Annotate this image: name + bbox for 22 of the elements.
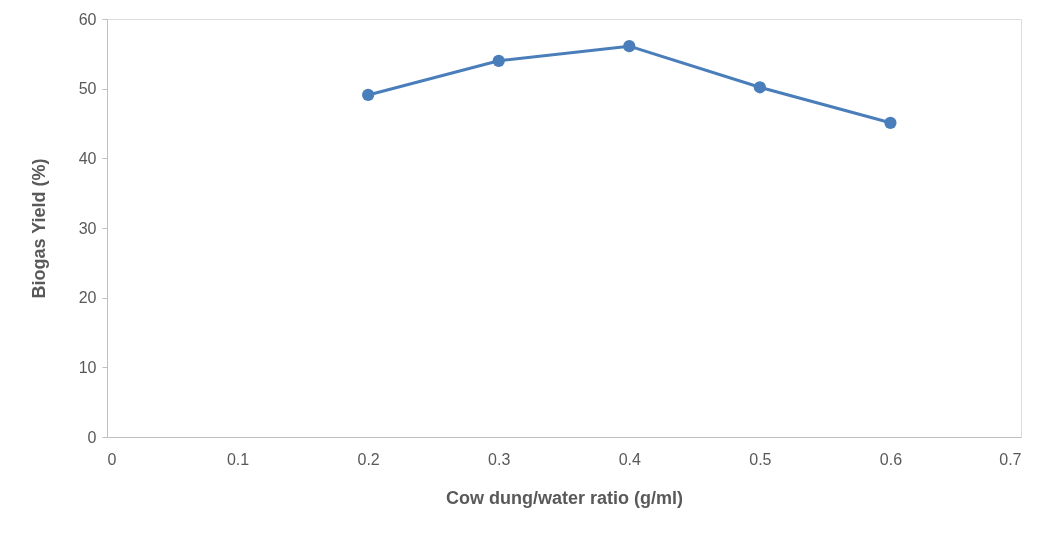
- x-tick-label: 0.4: [618, 450, 641, 468]
- y-tick-label: 30: [78, 219, 97, 237]
- point: [362, 88, 375, 102]
- y-tick-label: 0: [87, 428, 97, 446]
- y-tick-label: 40: [78, 149, 97, 167]
- point: [492, 54, 505, 67]
- y-tick-label: 60: [78, 10, 97, 28]
- x-tick-label: 0.7: [999, 450, 1022, 468]
- x-tick-label: 0.6: [879, 450, 903, 468]
- y-axis-title: Biogas Yield (%): [28, 158, 49, 299]
- point: [623, 40, 636, 53]
- y-tick-label: 20: [78, 289, 97, 307]
- x-tick-label: 0.1: [226, 450, 250, 468]
- x-tick-label: 0.3: [488, 450, 511, 468]
- point: [753, 81, 766, 94]
- x-tick-label: 0.5: [749, 450, 772, 468]
- x-tick-label: 0: [107, 450, 117, 468]
- y-tick-label: 50: [78, 80, 97, 98]
- x-axis-title: Cow dung/water ratio (g/ml): [446, 487, 683, 508]
- y-tick-label: 10: [78, 358, 97, 376]
- point: [884, 116, 897, 129]
- x-tick-label: 0.2: [357, 450, 380, 468]
